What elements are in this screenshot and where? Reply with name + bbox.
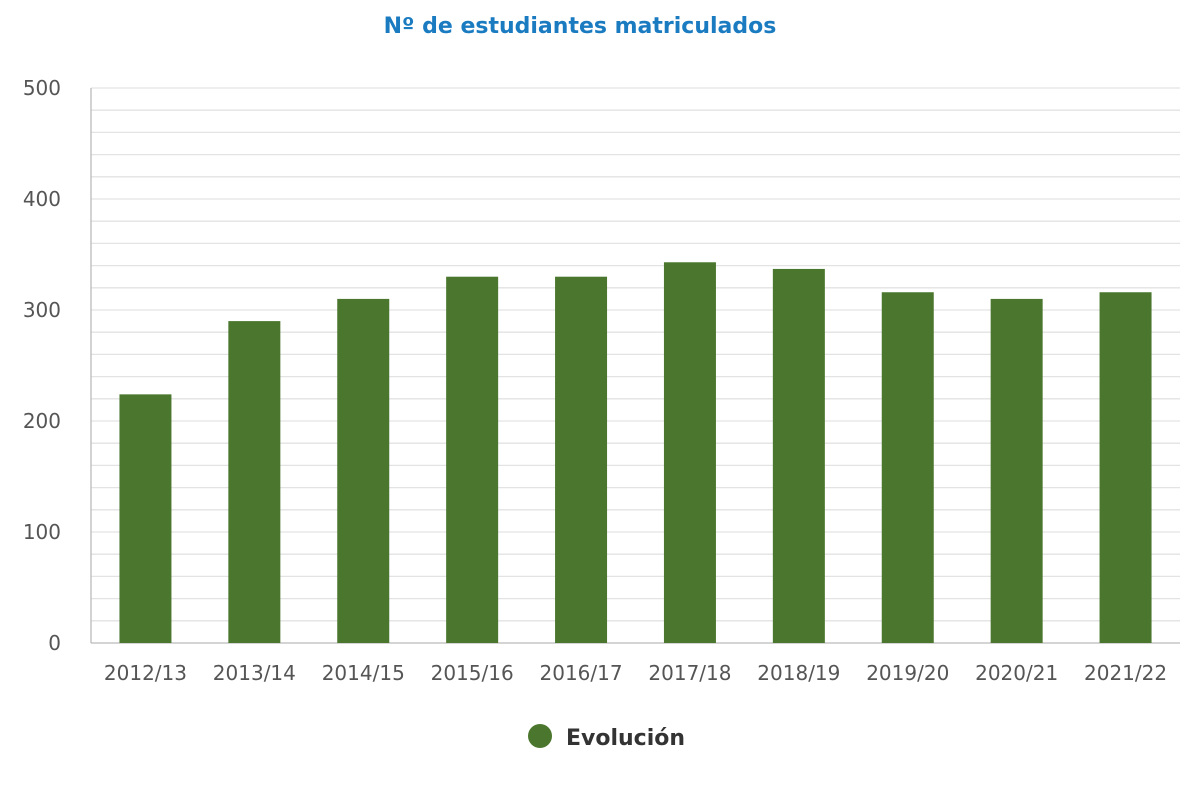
y-tick-labels: 0 100 200 300 400 500 bbox=[23, 76, 61, 655]
legend-label-evolucion[interactable]: Evolución bbox=[566, 726, 685, 751]
x-tick-label: 2014/15 bbox=[322, 661, 405, 685]
bar-2019-20[interactable] bbox=[881, 292, 934, 643]
y-tick-label: 400 bbox=[23, 187, 61, 211]
y-tick-label: 200 bbox=[23, 409, 61, 433]
bar-2017-18[interactable] bbox=[663, 262, 716, 643]
x-tick-label: 2017/18 bbox=[648, 661, 731, 685]
chart-title: Nº de estudiantes matriculados bbox=[383, 14, 777, 39]
bar-2020-21[interactable] bbox=[990, 298, 1043, 643]
y-tick-label: 100 bbox=[23, 520, 61, 544]
bars bbox=[119, 262, 1152, 643]
x-tick-label: 2021/22 bbox=[1084, 661, 1167, 685]
x-tick-label: 2016/17 bbox=[540, 661, 623, 685]
legend-marker-evolucion[interactable] bbox=[528, 724, 552, 748]
x-tick-label: 2018/19 bbox=[757, 661, 840, 685]
x-tick-labels: 2012/13 2013/14 2014/15 2015/16 2016/17 2017/… bbox=[104, 661, 1167, 685]
y-tick-label: 500 bbox=[23, 76, 61, 100]
x-tick-label: 2012/13 bbox=[104, 661, 187, 685]
x-tick-label: 2019/20 bbox=[866, 661, 949, 685]
x-tick-label: 2013/14 bbox=[213, 661, 296, 685]
bar-2012-13[interactable] bbox=[119, 394, 172, 643]
bar-2014-15[interactable] bbox=[337, 298, 390, 643]
y-tick-label: 0 bbox=[48, 631, 61, 655]
x-tick-label: 2020/21 bbox=[975, 661, 1058, 685]
bar-2018-19[interactable] bbox=[772, 268, 825, 643]
legend: Evolución bbox=[528, 724, 685, 751]
y-tick-label: 300 bbox=[23, 298, 61, 322]
bar-2015-16[interactable] bbox=[446, 276, 499, 643]
x-tick-label: 2015/16 bbox=[431, 661, 514, 685]
bar-2021-22[interactable] bbox=[1099, 292, 1152, 643]
bar-2016-17[interactable] bbox=[555, 276, 608, 643]
bar-2013-14[interactable] bbox=[228, 321, 281, 643]
